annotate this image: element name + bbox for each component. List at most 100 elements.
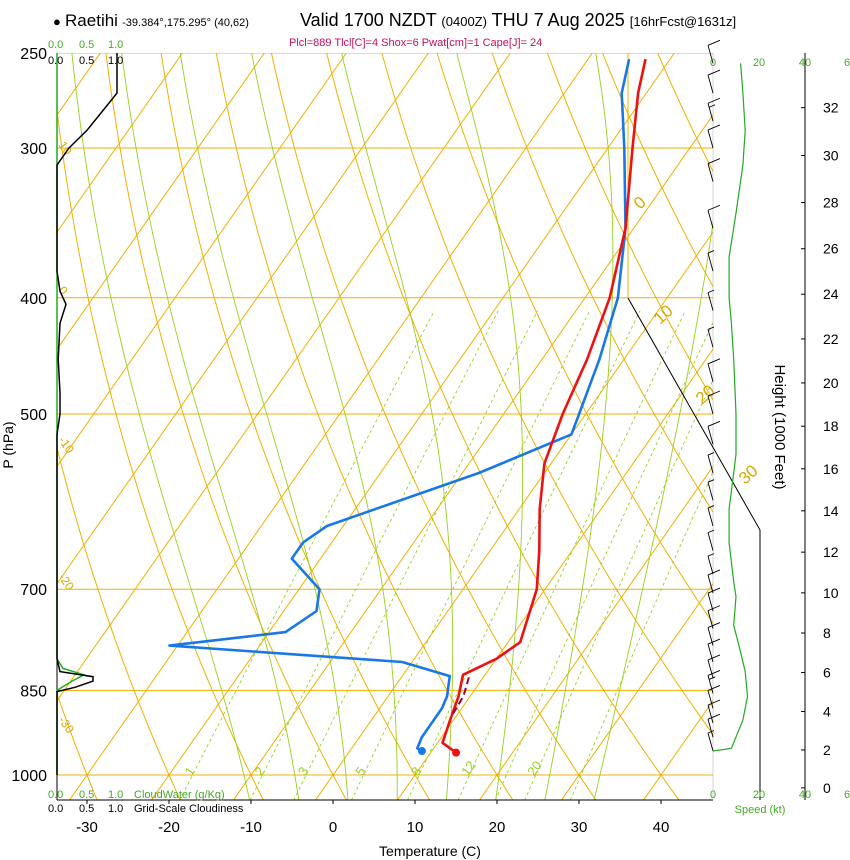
wind-barb bbox=[707, 553, 715, 575]
isotherm-line bbox=[68, 53, 593, 800]
wind-barb-staff bbox=[707, 507, 714, 527]
height-tick-label: 12 bbox=[823, 544, 839, 560]
forecast-run: [16hrFcst@1631z] bbox=[629, 14, 737, 29]
parcel-path-line bbox=[452, 674, 471, 715]
mixing-ratio-label: 1 bbox=[181, 764, 197, 779]
height-tick-label: 20 bbox=[823, 375, 839, 391]
wind-barb bbox=[707, 204, 721, 229]
wind-barb-flag bbox=[707, 699, 721, 706]
boundary-line bbox=[627, 297, 761, 531]
wind-barb-staff bbox=[707, 292, 714, 311]
dry-adiabat-line bbox=[160, 53, 431, 800]
wind-barb bbox=[707, 505, 715, 527]
speed-label: Speed (kt) bbox=[735, 804, 786, 816]
wind-barb-staff bbox=[707, 643, 714, 663]
cloudiness-tick-label: 0.0 bbox=[48, 55, 63, 67]
dry-adiabat-line bbox=[381, 53, 713, 736]
wind-barb-staff bbox=[707, 704, 714, 724]
mixing-ratio-label: 12 bbox=[458, 758, 479, 778]
isotherm-line bbox=[314, 231, 713, 800]
station-dot-icon: ● bbox=[53, 14, 61, 29]
wind-barb-staff bbox=[707, 732, 714, 752]
wind-barb-staff bbox=[707, 103, 714, 122]
dry-adiabat-line bbox=[270, 53, 597, 800]
valid-time: Valid 1700 NZDT bbox=[300, 10, 437, 30]
height-axis-title: Height (1000 Feet) bbox=[771, 364, 788, 489]
cloudiness-line bbox=[56, 53, 118, 775]
wind-barb-flag bbox=[707, 420, 721, 427]
wind-barb bbox=[707, 39, 721, 64]
isotherm-label: 10 bbox=[650, 301, 677, 328]
mixing-ratio-line bbox=[494, 321, 713, 800]
wind-barb bbox=[707, 713, 721, 738]
height-tick-label: 14 bbox=[823, 503, 839, 519]
speed-tick-label: 6 bbox=[844, 57, 850, 69]
height-tick-label: 0 bbox=[823, 780, 831, 796]
mixing-ratio-label: 5 bbox=[352, 764, 368, 779]
mixing-ratio-line bbox=[457, 310, 686, 800]
cloudwater-tick-label: 1.0 bbox=[108, 39, 123, 51]
x-axis-title: Temperature (C) bbox=[379, 843, 481, 859]
dry-adiabat-line bbox=[57, 692, 98, 800]
wind-barb bbox=[707, 730, 715, 752]
wind-barb-flag bbox=[707, 39, 721, 46]
wind-barb-flag bbox=[707, 713, 721, 720]
wind-barb-staff bbox=[707, 482, 714, 501]
wind-speed-line bbox=[712, 63, 749, 752]
pressure-tick-label: 850 bbox=[20, 683, 47, 700]
wind-barb bbox=[707, 479, 715, 501]
wind-barb-staff bbox=[707, 592, 714, 612]
cloudiness-tick-label: 0.5 bbox=[79, 803, 94, 815]
isotherm-line bbox=[150, 53, 675, 800]
wind-barb bbox=[707, 289, 715, 311]
wind-barb-flag bbox=[707, 358, 721, 365]
utc-time: (0400Z) bbox=[441, 14, 487, 29]
pressure-tick-label: 250 bbox=[20, 46, 47, 63]
wind-barb-flag bbox=[707, 204, 721, 211]
wind-barb-half bbox=[707, 289, 715, 294]
valid-date: THU 7 Aug 2025 bbox=[491, 10, 625, 30]
cloudiness-tick-label: 0.5 bbox=[79, 55, 94, 67]
wind-barb-staff bbox=[707, 690, 714, 709]
dry-adiabat-line bbox=[105, 53, 348, 800]
wind-barb bbox=[707, 420, 721, 445]
wind-barb-half bbox=[707, 505, 715, 509]
wind-barb bbox=[707, 452, 715, 474]
mixing-ratio-label: 3 bbox=[295, 764, 311, 779]
wind-barb-flag bbox=[707, 654, 721, 661]
wind-barb-flag bbox=[707, 638, 721, 645]
dry-adiabat-line bbox=[546, 53, 713, 401]
moist-adiabat-line bbox=[544, 53, 614, 800]
moist-adiabat-line bbox=[71, 53, 250, 800]
pressure-tick-label: 300 bbox=[20, 141, 47, 158]
temperature-tick-label: 30 bbox=[571, 819, 588, 836]
adiabat-label: 0 bbox=[56, 284, 71, 298]
pressure-tick-label: 400 bbox=[20, 291, 47, 308]
cloudiness-tick-label: 1.0 bbox=[108, 803, 123, 815]
wind-barb-half bbox=[708, 676, 716, 680]
wind-barb-half bbox=[707, 479, 715, 483]
moist-adiabat-line bbox=[121, 53, 300, 800]
wind-barb bbox=[707, 390, 721, 415]
wind-barb-staff bbox=[707, 610, 714, 629]
wind-barb bbox=[707, 69, 721, 94]
speed-tick-label: 40 bbox=[799, 789, 811, 801]
cloudwater-label: CloudWater (g/Kg) bbox=[134, 789, 225, 801]
mixing-ratio-line bbox=[351, 310, 591, 800]
moist-adiabat-line bbox=[593, 219, 713, 800]
surface-dewpoint-point bbox=[417, 747, 426, 756]
moist-adiabat-line bbox=[179, 53, 349, 800]
wind-barb-staff bbox=[707, 719, 714, 738]
wind-barb-staff bbox=[707, 574, 714, 594]
isotherm-line bbox=[57, 53, 265, 351]
wind-barb bbox=[707, 638, 721, 663]
temperature-tick-label: 0 bbox=[329, 819, 337, 836]
temperature-tick-label: 40 bbox=[653, 819, 670, 836]
wind-barb bbox=[707, 326, 715, 348]
mixing-ratio-label: 2 bbox=[251, 764, 267, 779]
wind-barb-flag bbox=[707, 685, 721, 691]
wind-barb-staff bbox=[707, 675, 714, 694]
wind-barb-staff bbox=[707, 426, 714, 445]
moist-adiabat-line bbox=[251, 53, 398, 800]
dry-adiabat-line bbox=[436, 53, 713, 625]
